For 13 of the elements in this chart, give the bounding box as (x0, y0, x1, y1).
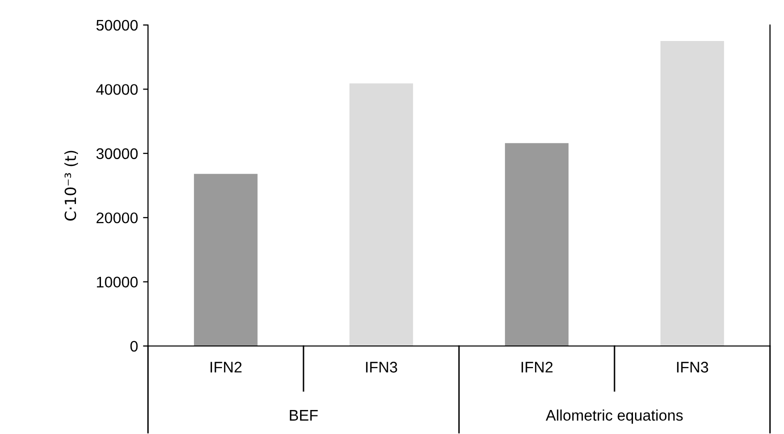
x-tick-label: IFN2 (210, 362, 242, 372)
y-tick-label: 0 (130, 340, 138, 352)
x-tick-label: IFN2 (522, 362, 553, 372)
x-tick-label: IFN3 (366, 362, 398, 373)
x-tick-label: IFN3 (677, 362, 708, 373)
y-axis-title: C·10⁻³ (t) (64, 150, 78, 221)
y-tick-label: 10000 (96, 276, 138, 288)
text: Allometric equations (546, 410, 683, 424)
text: BEF (290, 410, 318, 421)
y-tick-label: 30000 (96, 148, 138, 160)
y-tick-label: 20000 (96, 212, 138, 224)
y-tick-label: 50000 (96, 20, 138, 31)
y-tick-label: 40000 (96, 84, 138, 95)
